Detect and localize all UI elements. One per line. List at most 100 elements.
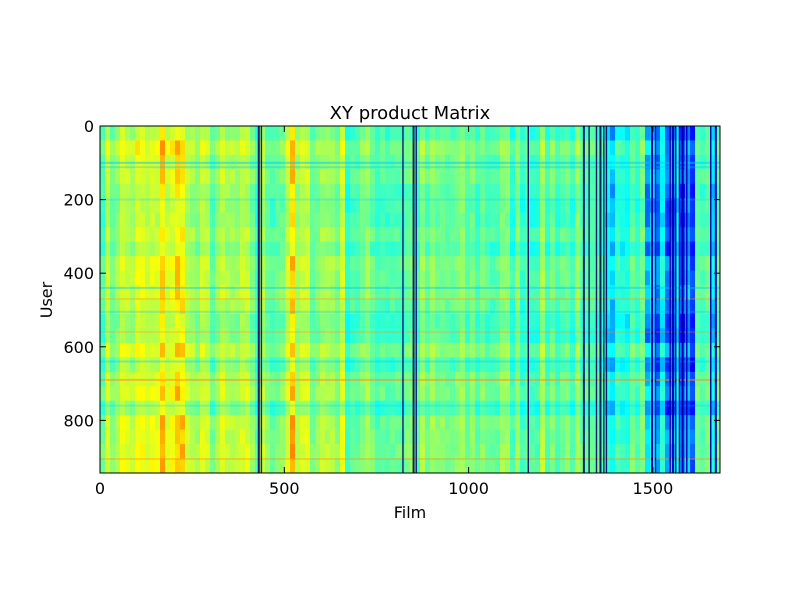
heatmap-cell — [275, 227, 281, 243]
heatmap-cell — [645, 256, 651, 271]
heatmap-cell — [185, 183, 191, 199]
heatmap-cell — [530, 444, 536, 459]
heatmap-cell — [225, 429, 231, 445]
heatmap-cell — [100, 227, 106, 243]
heatmap-cell — [110, 241, 116, 257]
heatmap-cell — [320, 400, 326, 416]
heatmap-cell — [660, 386, 666, 402]
heatmap-cell — [690, 140, 696, 156]
heatmap-cell — [255, 227, 261, 243]
heatmap-cell — [460, 241, 466, 257]
heatmap-cell — [355, 241, 361, 257]
heatmap-cell — [575, 227, 581, 243]
heatmap-cell — [565, 183, 571, 199]
heatmap-cell — [115, 357, 121, 373]
heatmap-cell — [330, 241, 336, 257]
heatmap-cell — [110, 256, 116, 271]
heatmap-cell — [610, 328, 616, 344]
heatmap-cell — [330, 458, 336, 474]
heatmap-cell — [715, 241, 721, 257]
heatmap-cell — [430, 386, 436, 402]
heatmap-cell — [615, 444, 621, 459]
heatmap-cell — [175, 429, 181, 445]
heatmap-cell — [245, 313, 251, 329]
heatmap-dark-column — [672, 126, 675, 473]
heatmap-cell — [505, 140, 511, 156]
heatmap-cell — [305, 227, 311, 243]
heatmap-cell — [520, 140, 526, 156]
heatmap-cell — [310, 342, 316, 358]
heatmap-cell — [435, 299, 441, 315]
heatmap-cell — [520, 429, 526, 445]
heatmap-cell — [610, 299, 616, 315]
heatmap-cell — [110, 328, 116, 344]
heatmap-cell — [195, 241, 201, 257]
heatmap-cell — [105, 429, 111, 445]
heatmap-cell — [280, 386, 286, 402]
heatmap-cell — [555, 126, 561, 141]
heatmap-cell — [430, 140, 436, 156]
heatmap-cell — [150, 270, 156, 286]
heatmap-cell — [450, 227, 456, 243]
heatmap-cell — [540, 415, 546, 431]
heatmap-cell — [480, 415, 486, 431]
heatmap-cell — [445, 270, 451, 286]
heatmap-cell — [145, 458, 151, 474]
heatmap-cell — [145, 313, 151, 329]
heatmap-cell — [695, 328, 701, 344]
heatmap-cell — [645, 183, 651, 199]
heatmap-cell — [715, 444, 721, 459]
heatmap-cell — [620, 386, 626, 402]
heatmap-cell — [445, 241, 451, 257]
heatmap-cell — [515, 328, 521, 344]
heatmap-cell — [220, 299, 226, 315]
heatmap-cell — [685, 241, 691, 257]
heatmap-cell — [150, 198, 156, 214]
heatmap-cell — [695, 357, 701, 373]
heatmap-cell — [505, 357, 511, 373]
heatmap-cell — [380, 212, 386, 228]
heatmap-cell — [685, 429, 691, 445]
heatmap-cell — [590, 169, 596, 185]
heatmap-cell — [405, 342, 411, 358]
heatmap-cell — [385, 198, 391, 214]
heatmap-cell — [710, 227, 716, 243]
heatmap-cell — [255, 256, 261, 271]
heatmap-cell — [265, 429, 271, 445]
heatmap-cell — [440, 429, 446, 445]
heatmap-cell — [100, 400, 106, 416]
heatmap-cell — [130, 270, 136, 286]
heatmap-cell — [470, 270, 476, 286]
heatmap-cell — [420, 285, 426, 300]
heatmap-cell — [665, 458, 671, 474]
heatmap-cell — [100, 444, 106, 459]
heatmap-cell — [285, 429, 291, 445]
heatmap-cell — [165, 357, 171, 373]
heatmap-cell — [440, 458, 446, 474]
heatmap-cell — [550, 400, 556, 416]
heatmap-cell — [520, 458, 526, 474]
heatmap-cell — [620, 328, 626, 344]
heatmap-cell — [540, 357, 546, 373]
heatmap-cell — [505, 212, 511, 228]
heatmap-cell — [195, 126, 201, 141]
heatmap-cell — [620, 400, 626, 416]
heatmap-cell — [150, 386, 156, 402]
heatmap-cell — [205, 328, 211, 344]
heatmap-cell — [455, 386, 461, 402]
heatmap-cell — [660, 313, 666, 329]
heatmap-cell — [180, 386, 186, 402]
heatmap-cell — [150, 458, 156, 474]
heatmap-cell — [260, 140, 266, 156]
heatmap-cell — [180, 342, 186, 358]
heatmap-cell — [495, 429, 501, 445]
heatmap-cell — [205, 299, 211, 315]
heatmap-cell — [390, 270, 396, 286]
heatmap-cell — [320, 183, 326, 199]
heatmap-cell — [125, 285, 131, 300]
heatmap-cell — [625, 270, 631, 286]
heatmap-cell — [615, 415, 621, 431]
heatmap-cell — [505, 241, 511, 257]
heatmap-cell — [710, 256, 716, 271]
heatmap-cell — [430, 183, 436, 199]
